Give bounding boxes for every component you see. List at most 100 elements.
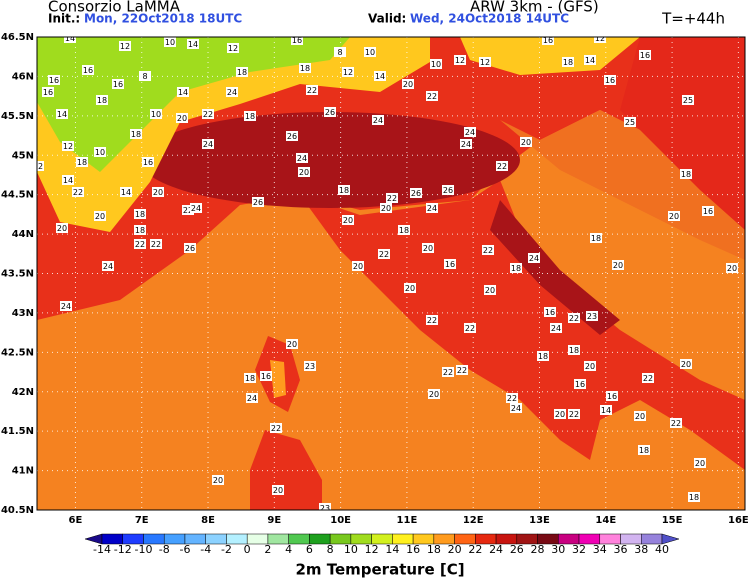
label-box: [464, 127, 476, 137]
station-label: 10: [151, 110, 161, 119]
label-box: [260, 371, 272, 381]
label-box: [520, 137, 532, 147]
station-label: 20: [95, 212, 105, 221]
station-label: 18: [639, 446, 649, 455]
station-label: 24: [203, 140, 213, 149]
label-box: [72, 187, 84, 197]
station-label: 24: [461, 140, 471, 149]
label-box: [152, 187, 164, 197]
label-box: [187, 39, 199, 49]
model: ARW 3km - (GFS): [470, 0, 599, 16]
label-box: [182, 205, 194, 215]
label-box: [694, 458, 706, 468]
station-label: 16: [607, 392, 617, 401]
station-label: 18: [131, 130, 141, 139]
colorbar-tick-label: 34: [593, 543, 607, 556]
x-tick-label: 15E: [662, 515, 683, 526]
station-label: 16: [640, 51, 650, 60]
station-label: 22: [497, 162, 507, 171]
label-box: [56, 109, 68, 119]
station-label: 24: [227, 88, 237, 97]
label-box: [338, 185, 350, 195]
station-label: 23: [587, 312, 597, 321]
colorbar-tick-label: 32: [572, 543, 586, 556]
colorbar-tick-label: 40: [655, 543, 669, 556]
label-box: [342, 67, 354, 77]
colorbar-tick-label: -12: [114, 543, 132, 556]
label-box: [334, 47, 346, 57]
label-box: [584, 361, 596, 371]
map-frame: [36, 36, 746, 511]
colorbar-tick-label: 8: [327, 543, 334, 556]
po-valley: [140, 112, 520, 208]
label-box: [319, 503, 331, 510]
label-box: [374, 71, 386, 81]
station-label: 16: [543, 36, 553, 45]
label-box: [544, 307, 556, 317]
station-label: 20: [695, 459, 705, 468]
label-box: [176, 113, 188, 123]
label-box: [134, 225, 146, 235]
station-label: 18: [563, 58, 573, 67]
station-label: 24: [427, 204, 437, 213]
station-label: 22: [427, 316, 437, 325]
label-box: [291, 37, 303, 45]
label-box: [56, 223, 68, 233]
label-box: [94, 211, 106, 221]
label-box: [634, 411, 646, 421]
label-box: [372, 115, 384, 125]
station-label: 20: [403, 80, 413, 89]
station-label: 26: [253, 198, 263, 207]
station-label: 20: [153, 188, 163, 197]
station-label: 16: [545, 308, 555, 317]
label-box: [430, 59, 442, 69]
station-label: 20: [669, 212, 679, 221]
station-label: 20: [613, 261, 623, 270]
station-label: 18: [97, 96, 107, 105]
station-label: 25: [625, 118, 635, 127]
station-label: 14: [601, 406, 611, 415]
station-label: 20: [299, 168, 309, 177]
station-label: 12: [595, 34, 605, 43]
label-box: [444, 259, 456, 269]
init-time: Mon, 22Oct2018 18UTC: [84, 12, 242, 26]
label-box: [94, 147, 106, 157]
station-labels: 14 12 10 14 12 16 8 10 10 12 12 16 12 16 16 16 16 8 18 18 12…: [37, 34, 738, 510]
label-box: [642, 373, 654, 383]
colorbar-end: [661, 533, 680, 545]
colorbar-tick-label: 16: [406, 543, 420, 556]
station-label: 20: [423, 244, 433, 253]
station-label: 14: [375, 72, 385, 81]
label-box: [574, 379, 586, 389]
label-box: [590, 233, 602, 243]
label-box: [236, 67, 248, 77]
label-box: [682, 95, 694, 105]
station-label: 22: [507, 394, 517, 403]
colorbar: -14 -12 -10 -8 -6 -4 -2 0 2 4 6 8 10 12 14 16 18 20 22 24 26…: [84, 533, 680, 556]
label-box: [404, 283, 416, 293]
colorbar-tick-label: -8: [159, 543, 170, 556]
label-box: [296, 153, 308, 163]
colorbar-tick-label: -6: [179, 543, 190, 556]
colorbar-tick-label: 12: [365, 543, 379, 556]
station-label: 22: [73, 188, 83, 197]
station-label: 20: [381, 204, 391, 213]
label-box: [554, 409, 566, 419]
station-label: 14: [57, 110, 67, 119]
x-tick-label: 13E: [529, 515, 550, 526]
station-label: 14: [121, 188, 131, 197]
x-tick-label: 8E: [201, 515, 215, 526]
label-box: [212, 475, 224, 485]
label-box: [550, 323, 562, 333]
label-box: [202, 109, 214, 119]
station-label: 24: [61, 302, 71, 311]
sardinia: [250, 430, 322, 510]
label-box: [48, 75, 60, 85]
label-box: [604, 75, 616, 85]
station-label: 16: [575, 380, 585, 389]
label-box: [304, 361, 316, 371]
station-label: 20: [213, 476, 223, 485]
station-label: 22: [569, 410, 579, 419]
station-label: 18: [300, 64, 310, 73]
label-box: [184, 243, 196, 253]
